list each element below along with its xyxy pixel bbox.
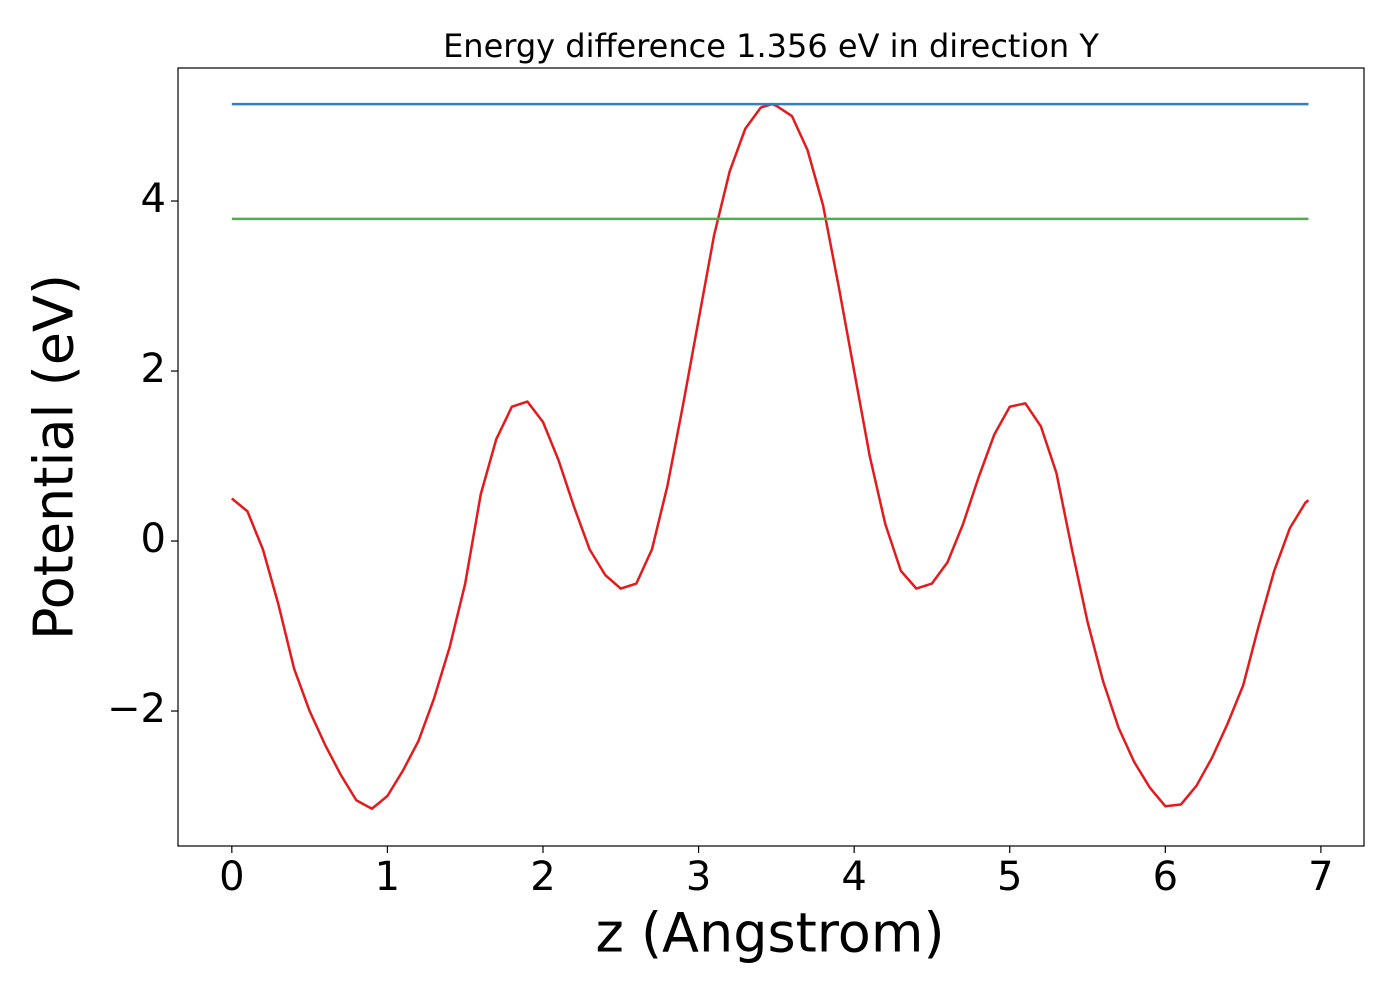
y-tick-label: 2 (141, 346, 166, 392)
chart-title: Energy difference 1.356 eV in direction … (443, 27, 1099, 65)
y-tick-label: −2 (107, 686, 166, 732)
y-tick-label: 4 (141, 176, 166, 222)
x-tick-label: 0 (219, 854, 244, 900)
x-axis-label: z (Angstrom) (595, 902, 944, 965)
x-tick-label: 5 (997, 854, 1022, 900)
x-tick-label: 1 (375, 854, 400, 900)
line-series (231, 102, 1310, 811)
y-axis-label: Potential (eV) (23, 274, 86, 640)
x-tick-label: 2 (530, 854, 555, 900)
x-tick-label: 3 (686, 854, 711, 900)
y-tick-label: 0 (141, 516, 166, 562)
x-tick-label: 4 (841, 854, 866, 900)
x-tick-label: 7 (1308, 854, 1333, 900)
plot-frame (177, 67, 1365, 847)
x-tick-label: 6 (1153, 854, 1178, 900)
